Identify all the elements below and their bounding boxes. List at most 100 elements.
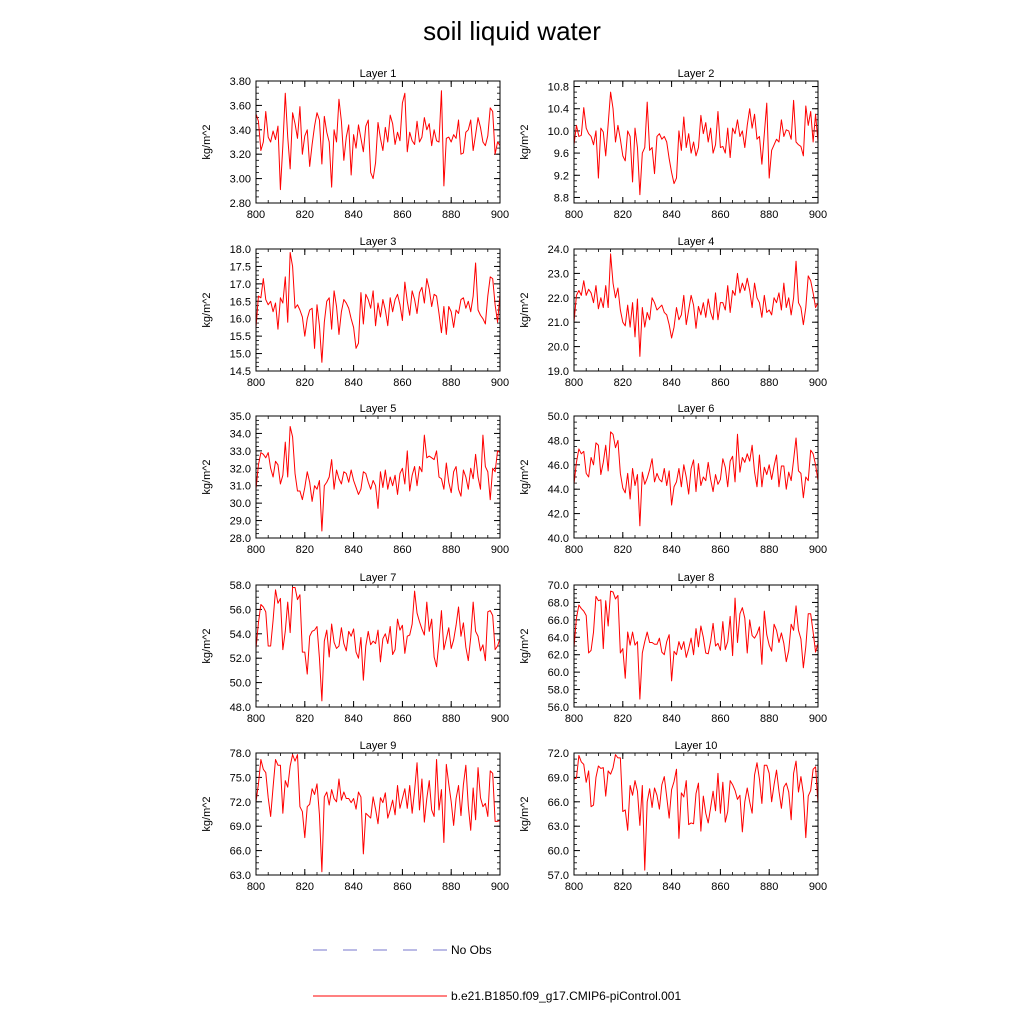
x-tick-label: 880 <box>442 209 460 221</box>
y-tick-label: 3.20 <box>230 149 251 161</box>
series-line <box>573 253 819 357</box>
x-tick-label: 860 <box>393 544 411 556</box>
plot-frame <box>255 248 501 372</box>
y-tick-label: 19.0 <box>548 366 569 378</box>
series-line <box>255 586 501 702</box>
x-tick-label: 900 <box>809 544 827 556</box>
y-tick-label: 50.0 <box>230 678 251 690</box>
y-axis-label: kg/m^2 <box>519 292 531 327</box>
y-tick-label: 14.5 <box>230 366 251 378</box>
panel-10: Layer 10 kg/m^2 800 820 840 860 880 900 57.0 60.0… <box>519 740 827 893</box>
y-tick-label: 52.0 <box>230 653 251 665</box>
series-line <box>255 754 501 873</box>
x-tick-label: 900 <box>809 713 827 725</box>
x-tick-label: 880 <box>760 881 778 893</box>
plot-frame <box>573 415 819 539</box>
y-tick-label: 60.0 <box>548 846 569 858</box>
y-tick-label: 24.0 <box>548 244 569 256</box>
x-tick-label: 880 <box>760 713 778 725</box>
y-tick-label: 56.0 <box>548 702 569 714</box>
y-tick-label: 50.0 <box>548 411 569 423</box>
y-tick-label: 72.0 <box>230 797 251 809</box>
x-tick-label: 820 <box>614 377 632 389</box>
y-tick-label: 8.8 <box>554 192 569 204</box>
plot-frame <box>573 80 819 204</box>
panel-title: Layer 5 <box>360 403 397 415</box>
x-tick-label: 860 <box>711 209 729 221</box>
y-tick-label: 30.0 <box>230 498 251 510</box>
x-tick-label: 860 <box>393 881 411 893</box>
y-tick-label: 9.6 <box>554 148 569 160</box>
panel-3: Layer 3 kg/m^2 800 820 840 860 880 900 14.5 15.0 1… <box>201 236 509 389</box>
y-tick-label: 42.0 <box>548 509 569 521</box>
y-tick-label: 60.0 <box>548 667 569 679</box>
y-tick-label: 56.0 <box>230 604 251 616</box>
x-tick-label: 800 <box>565 544 583 556</box>
y-tick-label: 20.0 <box>548 342 569 354</box>
y-tick-label: 22.0 <box>548 293 569 305</box>
y-tick-label: 28.0 <box>230 533 251 545</box>
y-tick-label: 23.0 <box>548 268 569 280</box>
y-axis-label: kg/m^2 <box>519 124 531 159</box>
y-tick-label: 48.0 <box>548 435 569 447</box>
y-tick-label: 21.0 <box>548 317 569 329</box>
x-tick-label: 840 <box>344 209 362 221</box>
x-tick-label: 820 <box>296 881 314 893</box>
y-tick-label: 10.0 <box>548 126 569 138</box>
y-tick-label: 18.0 <box>230 244 251 256</box>
y-tick-label: 78.0 <box>230 748 251 760</box>
panel-title: Layer 6 <box>678 403 715 415</box>
plot-frame <box>255 80 501 204</box>
x-tick-label: 860 <box>393 713 411 725</box>
x-tick-label: 840 <box>344 881 362 893</box>
y-tick-label: 16.5 <box>230 296 251 308</box>
legend-obs-label: No Obs <box>451 943 492 957</box>
y-axis-label: kg/m^2 <box>201 628 213 663</box>
plot-frame <box>573 584 819 708</box>
y-tick-label: 57.0 <box>548 870 569 882</box>
series-line <box>255 425 501 532</box>
panel-2: Layer 2 kg/m^2 800 820 840 860 880 900 8.8 9.2 9.6… <box>519 68 827 221</box>
x-tick-label: 860 <box>711 377 729 389</box>
y-tick-label: 72.0 <box>548 748 569 760</box>
legend: No Obs b.e21.B1850.f09_g17.CMIP6-piContr… <box>313 943 681 1003</box>
x-tick-label: 840 <box>662 377 680 389</box>
series-line <box>255 90 501 191</box>
y-tick-label: 3.00 <box>230 174 251 186</box>
y-tick-label: 2.80 <box>230 198 251 210</box>
panel-1: Layer 1 kg/m^2 800 820 840 860 880 900 2.80 3.00 3… <box>201 68 509 221</box>
x-tick-label: 900 <box>491 881 509 893</box>
y-tick-label: 69.0 <box>548 772 569 784</box>
x-tick-label: 840 <box>662 881 680 893</box>
plot-frame <box>573 752 819 876</box>
x-tick-label: 840 <box>662 544 680 556</box>
y-tick-label: 66.0 <box>548 615 569 627</box>
x-tick-label: 900 <box>491 544 509 556</box>
y-tick-label: 32.0 <box>230 463 251 475</box>
x-tick-label: 820 <box>296 544 314 556</box>
series-line <box>573 590 819 700</box>
x-tick-label: 820 <box>614 209 632 221</box>
y-tick-label: 10.4 <box>548 104 569 116</box>
panel-4: Layer 4 kg/m^2 800 820 840 860 880 900 19.0 20.0 2… <box>519 236 827 389</box>
x-tick-label: 840 <box>662 713 680 725</box>
y-tick-label: 66.0 <box>230 846 251 858</box>
figure-title: soil liquid water <box>423 16 601 46</box>
y-axis-label: kg/m^2 <box>201 796 213 831</box>
x-tick-label: 800 <box>247 544 265 556</box>
y-tick-label: 40.0 <box>548 533 569 545</box>
x-tick-label: 880 <box>442 544 460 556</box>
y-axis-label: kg/m^2 <box>519 459 531 494</box>
x-tick-label: 900 <box>809 209 827 221</box>
x-tick-label: 860 <box>711 713 729 725</box>
x-tick-label: 880 <box>442 881 460 893</box>
x-tick-label: 900 <box>491 377 509 389</box>
y-tick-label: 35.0 <box>230 411 251 423</box>
y-tick-label: 68.0 <box>548 597 569 609</box>
y-tick-label: 9.2 <box>554 170 569 182</box>
panel-title: Layer 10 <box>675 740 718 752</box>
y-tick-label: 44.0 <box>548 484 569 496</box>
x-tick-label: 900 <box>809 377 827 389</box>
panel-title: Layer 3 <box>360 236 397 248</box>
